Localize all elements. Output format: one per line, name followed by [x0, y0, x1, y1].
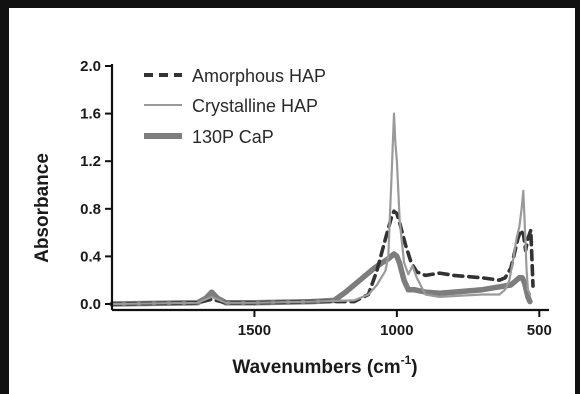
y-tick-label: 0.8 — [80, 201, 101, 218]
y-tick-label: 1.2 — [80, 153, 101, 170]
y-tick-label: 0.0 — [80, 296, 101, 313]
legend-label-crystalline-hap: Crystalline HAP — [192, 96, 318, 116]
legend-label-amorphous-hap: Amorphous HAP — [192, 66, 326, 86]
x-axis-title-main: Wavenumbers (cm — [232, 357, 400, 378]
series-line-130p-cap — [109, 251, 533, 307]
frame-border-right — [575, 0, 580, 394]
ticks-layer: 0.0 0.4 0.8 1.2 1.6 2.0 1500 1000 500 — [80, 58, 552, 339]
y-tick-label: 0.4 — [80, 248, 102, 265]
x-tick-label: 500 — [527, 322, 552, 339]
legend-label-130p-cap: 130P CaP — [192, 127, 274, 147]
frame-border-left — [0, 0, 9, 394]
x-axis-title-superscript: -1 — [401, 353, 412, 367]
series-layer — [109, 112, 535, 307]
series-line-crystalline-hap — [110, 112, 532, 306]
x-axis-title-suffix: ) — [411, 357, 417, 378]
x-axis-title: Wavenumbers (cm-1) — [232, 353, 417, 378]
y-tick-label: 2.0 — [80, 58, 101, 75]
axes-layer — [110, 64, 549, 312]
plot-area: 0.0 0.4 0.8 1.2 1.6 2.0 1500 1000 500 — [80, 58, 552, 339]
y-tick-label: 1.6 — [80, 106, 101, 123]
x-tick-label: 1500 — [238, 322, 271, 339]
y-axis-title: Absorbance — [32, 153, 53, 263]
legend: Amorphous HAP Crystalline HAP 130P CaP — [144, 66, 326, 147]
x-tick-label: 1000 — [380, 322, 413, 339]
frame-border-top — [0, 0, 580, 8]
